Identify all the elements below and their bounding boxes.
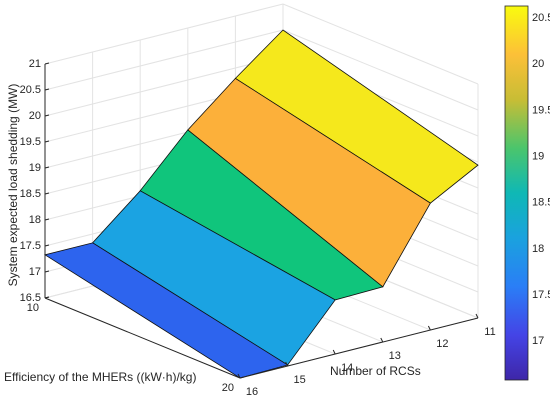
z-tick (44, 192, 50, 195)
z-tick-label: 21 (29, 58, 41, 70)
z-axis-label: System expected load shedding (MW) (6, 84, 20, 287)
x-tick (237, 373, 241, 379)
z-tick (44, 140, 50, 143)
colorbar-tick-label: 18.5 (532, 197, 550, 209)
x-tick-label: 12 (436, 338, 448, 350)
z-tick-label: 20 (29, 110, 41, 122)
x-tick (332, 349, 336, 355)
y-tick-label: 10 (27, 302, 39, 314)
y-tick-label: 20 (222, 382, 234, 394)
z-tick (44, 88, 50, 91)
axis-line (44, 297, 241, 379)
axis-line (239, 317, 479, 379)
surface (43, 29, 479, 379)
grid-line (44, 55, 284, 117)
x-tick (285, 361, 289, 367)
colorbar-tick-label: 19 (532, 150, 544, 162)
colorbar-tick-label: 19.5 (532, 104, 550, 116)
x-tick-label: 13 (389, 350, 401, 362)
x-tick-label: 14 (341, 362, 353, 374)
z-tick-label: 17 (29, 266, 41, 278)
z-tick-label: 19.5 (20, 136, 41, 148)
y-axis-label: Efficiency of the MHERs ((kW·h)/kg) (4, 370, 196, 384)
z-tick (44, 114, 50, 117)
z-tick-label: 18 (29, 214, 41, 226)
x-tick (475, 313, 479, 319)
colorbar-tick-label: 20.5 (532, 12, 550, 24)
colorbar-tick-label: 20 (532, 58, 544, 70)
z-tick (44, 166, 50, 169)
z-tick (44, 218, 50, 221)
x-tick-label: 11 (484, 326, 495, 338)
x-axis-label: Number of RCSs (330, 364, 421, 378)
colorbar-tick-label: 17.5 (532, 289, 550, 301)
z-tick (44, 62, 50, 65)
z-tick-label: 17.5 (20, 240, 41, 252)
y-tick (44, 296, 50, 299)
x-tick-label: 15 (293, 374, 305, 386)
grid-line (44, 29, 284, 91)
grid-line (282, 29, 479, 111)
x-tick (380, 337, 384, 343)
colorbar-tick-label: 17 (532, 335, 544, 347)
z-tick-label: 18.5 (20, 188, 41, 200)
z-tick (44, 270, 50, 273)
grid-line (282, 3, 479, 85)
x-tick (427, 325, 431, 331)
z-tick (44, 244, 50, 247)
colorbar-tick-label: 18 (532, 243, 544, 255)
z-tick-label: 16.5 (20, 292, 41, 304)
colorbar (504, 5, 529, 381)
axes: 16.5 17 17.5 18 18.5 19 19.5 20 20.5 21 11 12 13 14 15… (20, 12, 550, 398)
x-tick-label: 16 (246, 386, 258, 398)
grid-line (44, 3, 284, 65)
y-tick (239, 376, 245, 379)
z-tick-label: 19 (29, 162, 41, 174)
z-tick-label: 20.5 (20, 84, 41, 96)
